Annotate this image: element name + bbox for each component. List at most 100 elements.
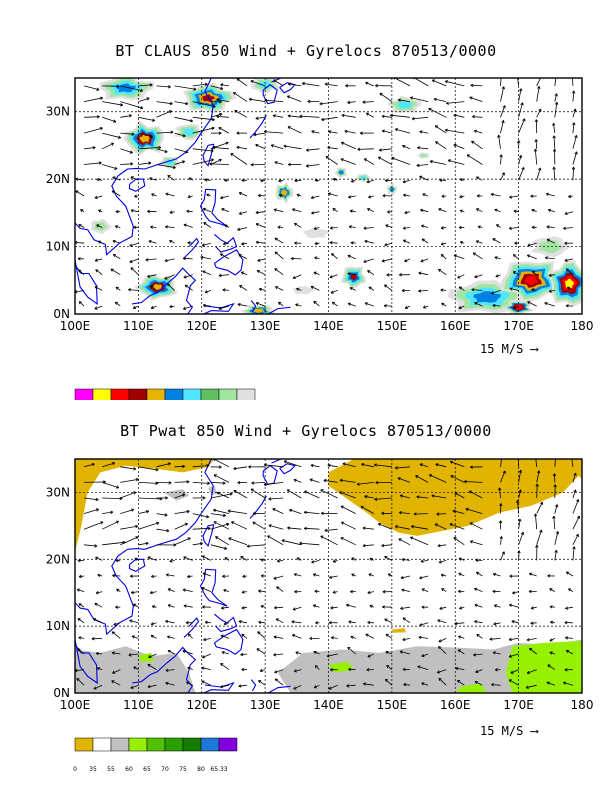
coastline: [279, 463, 296, 475]
wind-vector-head: [288, 162, 291, 167]
wind-vector-head: [454, 492, 458, 496]
wind-vector-head: [129, 243, 133, 247]
wind-vector-head: [475, 208, 480, 212]
wind-vector-head: [222, 288, 226, 292]
cloud-cluster: [116, 83, 136, 93]
wind-vector-head: [553, 484, 557, 488]
colorbar-swatch: [164, 737, 184, 752]
wind-vector: [419, 175, 429, 181]
wind-vector-head: [572, 122, 576, 126]
wind-vector: [327, 464, 338, 468]
wind-vector: [340, 537, 356, 546]
wind-vector: [274, 251, 284, 260]
wind-vector: [220, 684, 229, 688]
wind-vector-head: [444, 80, 449, 84]
wind-vector-head: [96, 87, 100, 91]
wind-vector-head: [441, 194, 445, 198]
wind-vector: [474, 621, 483, 624]
wind-vector-head: [518, 489, 522, 493]
coastline: [271, 78, 283, 83]
wind-vector-head: [364, 302, 368, 306]
wind-vector-head: [491, 291, 495, 295]
wind-vector: [283, 460, 302, 468]
wind-vector-head: [549, 651, 553, 655]
wind-vector: [77, 648, 85, 655]
wind-vector: [102, 101, 123, 106]
wind-vector-head: [469, 465, 473, 469]
wind-vector: [441, 242, 447, 245]
wind-vector-head: [351, 573, 355, 577]
wind-vector-head: [468, 490, 473, 494]
wind-vector-head: [526, 254, 531, 258]
wind-vector: [218, 127, 230, 134]
wind-vector-head: [116, 485, 120, 489]
wind-vector-head: [375, 480, 379, 485]
wind-vector-head: [201, 243, 206, 247]
wind-vector: [476, 571, 483, 577]
wind-vector-head: [522, 118, 526, 122]
wind-vector-head: [95, 508, 99, 512]
wind-vector-head: [255, 116, 259, 120]
wind-vector-head: [403, 683, 407, 687]
wind-vector-head: [434, 125, 439, 129]
wind-vector-head: [218, 100, 222, 104]
wind-vector: [532, 270, 537, 276]
wind-vector-head: [95, 556, 99, 560]
wind-vector: [326, 653, 338, 657]
wind-vector: [216, 99, 229, 102]
wind-vector-head: [264, 98, 268, 103]
wind-vector: [150, 305, 157, 309]
wind-vector-head: [242, 574, 246, 578]
wind-vector: [192, 148, 214, 152]
wind-vector: [289, 509, 302, 514]
wind-vector-head: [375, 83, 378, 88]
wind-vector: [120, 85, 143, 92]
wind-vector-head: [394, 128, 399, 132]
wind-vector-head: [165, 668, 169, 672]
wind-vector-head: [399, 650, 403, 654]
wind-vector-head: [404, 259, 408, 263]
wind-vector-head: [564, 668, 568, 672]
wind-vector-head: [309, 478, 313, 482]
wind-vector-head: [401, 288, 405, 293]
wind-vector: [150, 226, 157, 228]
wind-vector: [441, 227, 447, 229]
wind-vector-head: [233, 490, 237, 494]
wind-vector-head: [168, 110, 173, 114]
wind-vector-head: [527, 243, 531, 247]
wind-vector: [401, 559, 411, 561]
wind-vector: [518, 88, 522, 102]
wind-vector: [94, 195, 103, 199]
wind-vector-head: [224, 557, 228, 561]
wind-vector-head: [292, 208, 296, 212]
wind-vector-head: [274, 678, 279, 682]
wind-vector-head: [278, 193, 282, 198]
wind-vector: [363, 258, 374, 263]
wind-vector: [138, 147, 161, 150]
wind-vector-head: [202, 572, 206, 576]
wind-vector: [238, 254, 248, 260]
wind-vector-head: [439, 606, 443, 610]
wind-vector-head: [251, 481, 255, 485]
wind-vector: [526, 638, 537, 641]
wind-vector: [464, 481, 483, 483]
wind-vector-head: [314, 178, 318, 183]
wind-vector-head: [113, 622, 117, 626]
colorbar-swatch: [92, 737, 112, 752]
coastline: [75, 168, 134, 256]
wind-vector-head: [402, 180, 406, 184]
wind-vector: [416, 164, 429, 166]
cloud-cluster: [360, 175, 367, 180]
wind-vector: [518, 518, 521, 530]
wind-vector-head: [231, 521, 235, 525]
wind-vector-head: [449, 523, 453, 527]
wind-vector-head: [150, 634, 154, 638]
wind-vector-head: [293, 686, 297, 690]
wind-vector: [306, 164, 320, 167]
wind-vector: [441, 588, 447, 592]
wind-vector-head: [221, 208, 225, 212]
wind-vector: [120, 101, 144, 109]
wind-vector: [239, 192, 248, 197]
wind-vector-head: [167, 462, 171, 466]
wind-vector: [255, 144, 266, 150]
